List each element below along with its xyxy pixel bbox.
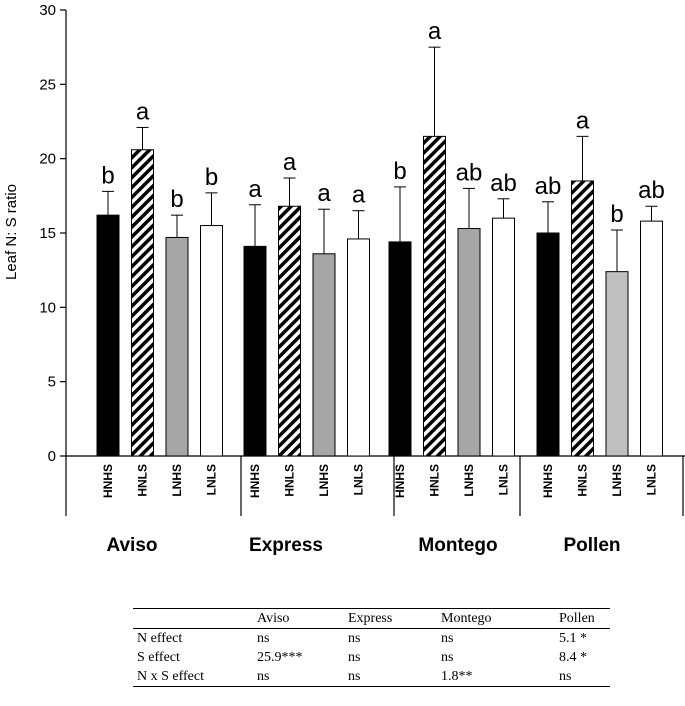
y-axis-label: Leaf N: S ratio: [3, 184, 20, 280]
labels: b HNHS a HNLS b LNHS b LNLS Aviso a HNHS a HNLS a LNHS…: [101, 18, 665, 556]
significance-letter: a: [576, 107, 590, 134]
group-label-pollen: Pollen: [563, 535, 620, 556]
bar-lnls-montego: [492, 217, 515, 457]
bars: [96, 46, 663, 457]
significance-letter: b: [170, 186, 183, 213]
bar-lnls-pollen: [640, 220, 663, 457]
y-tick-label: 30: [39, 2, 56, 19]
bar-lnls-express: [347, 238, 370, 457]
x-tick-label: LNLS: [205, 464, 219, 495]
stats-cell: ns: [555, 667, 610, 687]
bar-hnhs-express: [243, 245, 267, 457]
stats-cell: 1.8**: [437, 667, 555, 687]
stats-cell: ns: [257, 631, 270, 646]
y-tick-label: 20: [39, 151, 56, 168]
x-tick-label: HNLS: [283, 464, 297, 497]
stats-header-montego: Montego: [437, 608, 555, 629]
x-tick-label: HNLS: [576, 464, 590, 497]
significance-letter: ab: [490, 170, 517, 197]
stats-cell: ns: [348, 631, 361, 646]
x-tick-label: LNHS: [610, 464, 624, 497]
y-tick-label: 15: [39, 225, 56, 242]
significance-letter: a: [428, 18, 442, 45]
stats-header-pollen: Pollen: [555, 608, 610, 629]
significance-letter: a: [352, 182, 366, 209]
bar-hnls-aviso: [131, 149, 154, 457]
stats-table: Aviso Express Montego Pollen N effect ns…: [133, 608, 610, 687]
stats-cell: ns: [253, 667, 344, 687]
y-tick-label: 10: [39, 299, 56, 316]
stats-cell: 5.1 *: [559, 631, 587, 646]
y-tick-label: 0: [48, 448, 56, 465]
bar-lnhs-aviso: [165, 236, 189, 457]
bar-lnls-aviso: [200, 225, 223, 457]
significance-letter: ab: [638, 177, 665, 204]
significance-letter: b: [101, 162, 114, 189]
x-tick-label: HNHS: [101, 464, 115, 498]
significance-letter: b: [205, 164, 218, 191]
bar-hnls-montego: [423, 135, 446, 457]
stats-header-aviso: Aviso: [253, 608, 344, 629]
stats-row-nxs-effect: N x S effect ns ns 1.8** ns: [133, 667, 610, 687]
x-tick-label: LNLS: [497, 464, 511, 495]
bar-hnls-express: [278, 205, 301, 457]
bar-lnhs-montego: [457, 228, 481, 457]
group-label-aviso: Aviso: [106, 535, 157, 556]
bar-lnhs-pollen: [605, 271, 629, 457]
bar-hnhs-montego: [388, 241, 412, 457]
x-tick-label: LNLS: [645, 464, 659, 495]
x-tick-label: LNHS: [462, 464, 476, 497]
y-tick-label: 25: [39, 76, 56, 93]
y-tick-label: 5: [48, 374, 56, 391]
stats-cell: N effect: [137, 631, 183, 646]
stats-cell: N x S effect: [133, 667, 253, 687]
stats-row-s-effect: S effect 25.9*** ns ns 8.4 *: [133, 648, 610, 667]
x-tick-label: LNHS: [317, 464, 331, 497]
bar-hnhs-pollen: [536, 232, 560, 457]
x-tick-label: HNHS: [393, 464, 407, 498]
stats-cell: 8.4 *: [559, 650, 587, 665]
significance-letter: a: [283, 149, 297, 176]
stats-header-blank: [133, 608, 253, 629]
stats-cell: 25.9***: [257, 650, 303, 665]
stats-cell: ns: [344, 667, 437, 687]
significance-letter: a: [136, 98, 150, 125]
stats-cell: S effect: [137, 650, 180, 665]
significance-letter: b: [393, 158, 406, 185]
stats-header-express: Express: [344, 608, 437, 629]
x-tick-label: LNLS: [352, 464, 366, 495]
x-tick-label: HNHS: [541, 464, 555, 498]
x-tick-label: HNLS: [136, 464, 150, 497]
group-label-montego: Montego: [418, 535, 497, 556]
stats-cell: ns: [441, 631, 454, 646]
stats-cell: ns: [348, 650, 361, 665]
significance-letter: a: [317, 180, 331, 207]
stats-row-n-effect: N effect ns ns ns 5.1 *: [133, 629, 610, 649]
x-tick-label: LNHS: [170, 464, 184, 497]
stats-cell: ns: [441, 650, 454, 665]
stats-header-row: Aviso Express Montego Pollen: [133, 608, 610, 629]
significance-letter: ab: [535, 173, 562, 200]
significance-letter: ab: [456, 159, 483, 186]
x-tick-label: HNHS: [248, 464, 262, 498]
bar-lnhs-express: [312, 253, 336, 457]
bar-hnls-pollen: [571, 180, 594, 457]
bar-hnhs-aviso: [96, 214, 120, 457]
x-tick-label: HNLS: [428, 464, 442, 497]
significance-letter: a: [248, 176, 262, 203]
significance-letter: b: [610, 201, 623, 228]
group-label-express: Express: [249, 535, 323, 556]
